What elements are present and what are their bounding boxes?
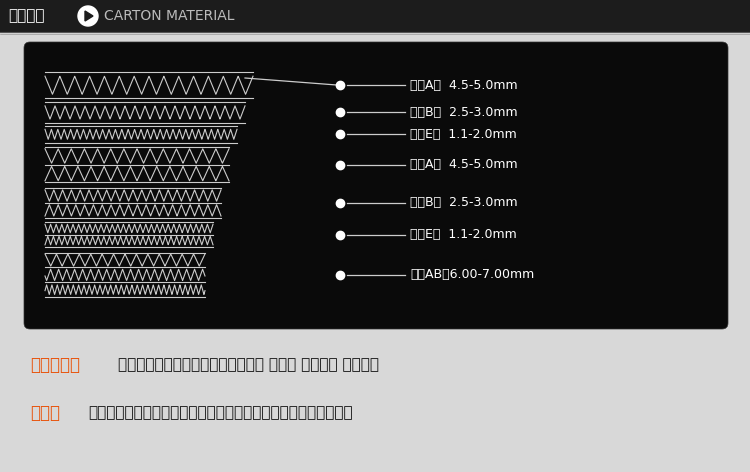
Bar	[0, 0, 750, 32]
Text: 三层B瓦  2.5-3.0mm: 三层B瓦 2.5-3.0mm	[410, 106, 518, 119]
Circle shape	[78, 6, 98, 26]
Text: 三层E瓦  1.1-2.0mm: 三层E瓦 1.1-2.0mm	[410, 128, 517, 141]
Text: 七层AB瓦6.00-7.00mm: 七层AB瓦6.00-7.00mm	[410, 269, 534, 281]
Text: 七层：: 七层：	[30, 404, 60, 422]
Text: 三层五层：: 三层五层：	[30, 356, 80, 374]
Text: 三层A瓦  4.5-5.0mm: 三层A瓦 4.5-5.0mm	[410, 79, 518, 92]
Text: 纸箱材质: 纸箱材质	[8, 8, 44, 24]
FancyBboxPatch shape	[24, 42, 728, 329]
Text: 五层B瓦  2.5-3.0mm: 五层B瓦 2.5-3.0mm	[410, 196, 518, 210]
Text: 五层E瓦  1.1-2.0mm: 五层E瓦 1.1-2.0mm	[410, 228, 517, 241]
Text: CARTON MATERIAL: CARTON MATERIAL	[104, 9, 235, 23]
Text: 硬度强，承重高，缓冲好，常用于精品纸箱，易碎物品，大型产品: 硬度强，承重高，缓冲好，常用于精品纸箱，易碎物品，大型产品	[88, 405, 352, 421]
Text: 硬度好，缓冲性好，常用于淘宝纸箱 飞机盒 邮政纸箱 搬家纸箱: 硬度好，缓冲性好，常用于淘宝纸箱 飞机盒 邮政纸箱 搬家纸箱	[118, 357, 379, 372]
Text: 五层A瓦  4.5-5.0mm: 五层A瓦 4.5-5.0mm	[410, 158, 518, 171]
Polygon shape	[85, 11, 93, 21]
